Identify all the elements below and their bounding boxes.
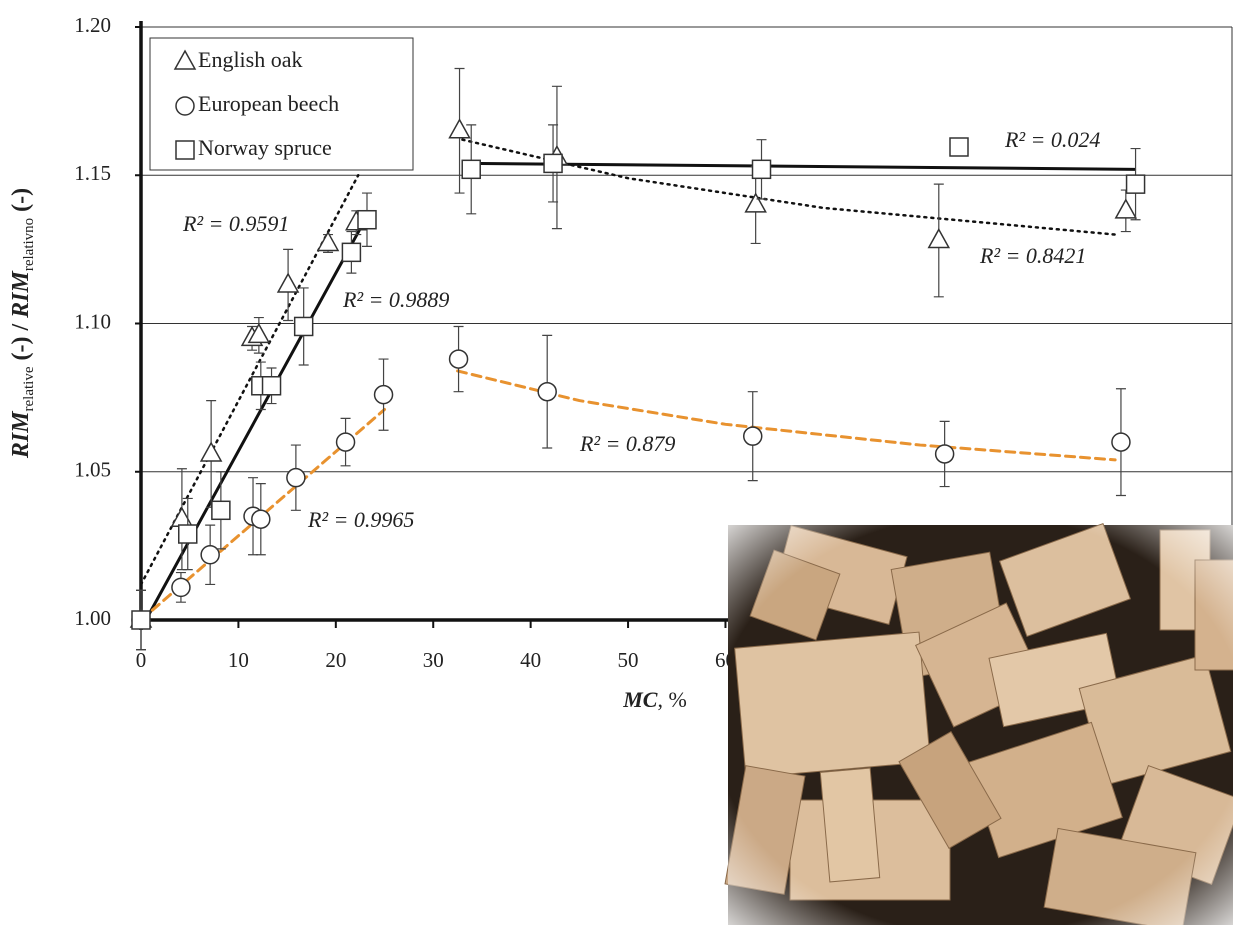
y-label-part: RIM: [8, 410, 34, 459]
point: [276, 272, 300, 293]
point: [170, 506, 194, 527]
trendline: [465, 161, 1137, 171]
y-tick-label: 1.00: [74, 606, 111, 630]
x-tick-label: 40: [520, 648, 541, 672]
point: [744, 192, 767, 213]
y-label-part: (-) /: [8, 318, 34, 367]
point: [357, 209, 377, 230]
legend-marker: [175, 140, 195, 160]
r2-annotation: R² = 0.8421: [979, 243, 1086, 268]
point: [373, 384, 394, 405]
r2-annotation: R² = 0.024: [1004, 127, 1100, 152]
x-tick-label: 50: [618, 648, 639, 672]
y-tick-label: 1.15: [74, 161, 111, 185]
point: [286, 467, 306, 488]
point: [171, 577, 191, 598]
point: [934, 444, 955, 464]
y-tick-label: 1.20: [74, 13, 111, 37]
y-label-part: RIM: [8, 269, 34, 318]
point: [1114, 198, 1138, 219]
point: [341, 242, 362, 263]
x-label-rest: , %: [657, 687, 686, 712]
point: [751, 159, 772, 180]
point: [247, 322, 271, 344]
point: [927, 227, 951, 249]
annotation-square: [949, 137, 969, 157]
y-tick-label: 1.10: [74, 309, 111, 333]
y-axis-label: RIMrelative (-) / RIMrelativno (-): [8, 188, 38, 459]
r2-annotation: R² = 0.9965: [307, 507, 414, 532]
legend-label: Norway spruce: [198, 135, 332, 160]
r2-annotation: R² = 0.9591: [182, 211, 289, 236]
x-tick-label: 20: [325, 648, 346, 672]
y-label-part: (-): [8, 188, 34, 218]
point: [543, 153, 563, 174]
point: [316, 230, 340, 252]
r2-annotation: R² = 0.879: [579, 431, 675, 456]
point: [293, 316, 314, 337]
point: [1125, 174, 1146, 194]
wood-chips-photo: [724, 522, 1233, 925]
y-tick-label: 1.05: [74, 458, 111, 482]
point: [335, 432, 356, 452]
point: [461, 159, 481, 180]
x-tick-label: 0: [136, 648, 147, 672]
point: [448, 349, 469, 369]
point: [1111, 432, 1131, 452]
point: [448, 118, 471, 139]
point: [199, 441, 223, 462]
x-label-main: MC: [622, 687, 658, 712]
legend-label: European beech: [198, 91, 339, 116]
trendline: [144, 218, 367, 622]
legend-label: English oak: [198, 47, 303, 72]
legend-marker: [173, 49, 197, 70]
point: [211, 500, 231, 521]
point: [537, 381, 557, 402]
point: [261, 376, 282, 396]
legend-marker: [175, 96, 195, 116]
x-axis-label: MC, %: [622, 687, 687, 712]
point: [131, 610, 151, 630]
trendline: [456, 369, 1117, 462]
x-tick-label: 30: [423, 648, 444, 672]
photo-fade: [728, 525, 1233, 925]
point: [200, 545, 220, 565]
point: [742, 426, 763, 446]
r2-annotation: R² = 0.9889: [342, 287, 449, 312]
y-label-part: relativno: [21, 218, 37, 271]
point: [251, 509, 271, 529]
y-label-part: relative: [21, 366, 37, 411]
x-tick-label: 10: [228, 648, 249, 672]
point: [178, 524, 198, 544]
